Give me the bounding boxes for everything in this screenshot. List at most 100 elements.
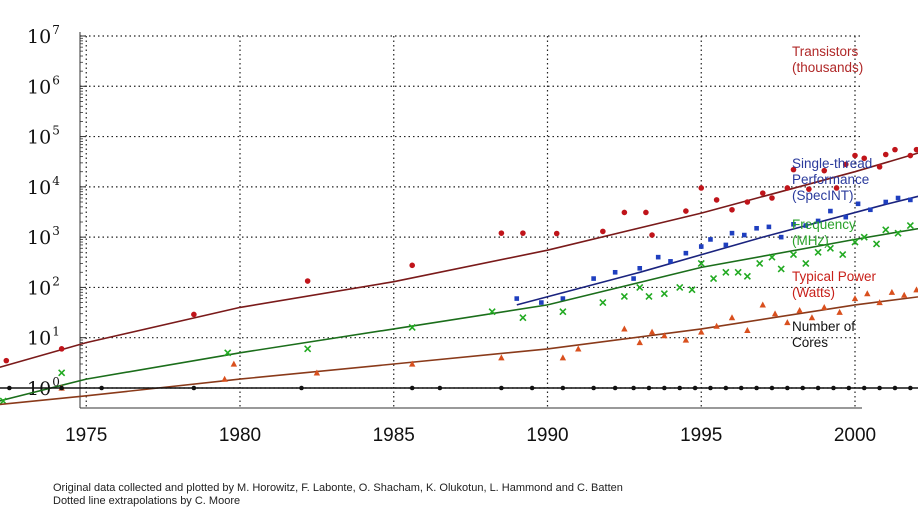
data-point-power xyxy=(230,360,238,367)
plot-area xyxy=(80,36,862,408)
data-point-transistors xyxy=(861,155,868,162)
x-tick-label: 1995 xyxy=(680,425,722,446)
data-point-frequency xyxy=(777,265,785,273)
data-point-power xyxy=(409,360,416,367)
y-tick-base: 10 xyxy=(27,177,51,199)
data-point-single_thread xyxy=(815,218,821,224)
data-point-transistors xyxy=(191,311,197,318)
y-tick-exponent: 1 xyxy=(52,325,60,339)
legend-label-cores: Number of xyxy=(792,319,855,334)
data-point-cores xyxy=(99,385,104,391)
data-point-cores xyxy=(892,385,898,391)
data-point-cores xyxy=(591,385,596,391)
data-point-power xyxy=(913,286,918,293)
data-point-cores xyxy=(831,385,836,391)
y-tick-base: 10 xyxy=(27,26,51,48)
data-point-cores xyxy=(800,385,806,391)
data-point-single_thread xyxy=(539,300,544,305)
data-point-frequency xyxy=(645,292,653,301)
trend-line-single_thread xyxy=(516,195,918,306)
data-point-single_thread xyxy=(883,199,889,205)
data-point-cores xyxy=(677,385,683,391)
legend-label-single_thread: (SpecINT) xyxy=(792,188,854,203)
footer-caption-line-2: Dotted line extrapolations by C. Moore xyxy=(53,495,241,507)
data-point-single_thread xyxy=(754,225,759,231)
data-point-frequency xyxy=(906,221,914,230)
legend-label-frequency: (MHz) xyxy=(792,233,829,248)
trend-line-transistors xyxy=(0,152,918,369)
data-point-cores xyxy=(754,385,759,391)
data-point-frequency xyxy=(660,290,668,298)
data-point-frequency xyxy=(722,268,730,276)
data-point-power xyxy=(888,288,896,295)
data-point-power xyxy=(575,345,582,352)
data-point-single_thread xyxy=(828,208,833,214)
y-tick-label: 100 xyxy=(27,375,60,400)
data-point-power xyxy=(313,369,321,376)
data-point-power xyxy=(901,291,908,298)
data-point-power xyxy=(636,339,643,346)
data-point-cores xyxy=(692,385,698,391)
data-point-power xyxy=(682,336,690,343)
data-point-single_thread xyxy=(560,296,566,301)
data-point-transistors xyxy=(852,152,858,159)
data-point-power xyxy=(796,306,803,313)
x-tick-label: 1985 xyxy=(373,425,415,446)
data-point-single_thread xyxy=(612,269,618,275)
data-point-transistors xyxy=(683,208,689,214)
data-point-transistors xyxy=(58,346,65,352)
data-point-single_thread xyxy=(637,266,643,271)
legend: Transistors(thousands) Single-threadPerfo… xyxy=(792,44,877,350)
series-layer xyxy=(0,146,918,406)
data-point-frequency xyxy=(872,240,881,248)
data-point-single_thread xyxy=(668,259,673,264)
data-point-transistors xyxy=(907,152,914,159)
y-tick-base: 10 xyxy=(27,76,51,98)
data-point-power xyxy=(559,354,567,361)
data-point-frequency xyxy=(743,272,751,280)
data-point-transistors xyxy=(833,185,840,191)
y-tick-exponent: 7 xyxy=(52,23,60,37)
y-tick-exponent: 3 xyxy=(52,224,60,238)
data-point-transistors xyxy=(821,167,828,174)
y-tick-label: 107 xyxy=(27,23,60,48)
y-tick-label: 105 xyxy=(27,124,60,149)
data-point-frequency xyxy=(814,248,822,256)
data-point-frequency xyxy=(0,397,7,405)
data-point-cores xyxy=(7,385,12,391)
y-tick-label: 106 xyxy=(27,73,60,98)
data-point-cores xyxy=(769,385,775,391)
series-cores xyxy=(0,385,918,391)
data-point-single_thread xyxy=(591,276,596,281)
x-tick-label: 1975 xyxy=(65,425,107,446)
data-point-single_thread xyxy=(791,222,796,227)
data-point-transistors xyxy=(913,146,918,153)
data-point-frequency xyxy=(620,292,628,301)
data-point-frequency xyxy=(304,345,312,353)
data-point-cores xyxy=(299,385,304,391)
data-point-single_thread xyxy=(855,201,861,207)
data-point-cores xyxy=(646,385,652,391)
data-point-frequency xyxy=(688,286,696,294)
data-point-cores xyxy=(908,385,913,391)
data-point-power xyxy=(221,375,228,382)
data-point-transistors xyxy=(744,199,751,205)
data-point-frequency xyxy=(697,259,705,267)
data-point-power xyxy=(821,304,828,311)
data-point-single_thread xyxy=(683,250,689,256)
data-point-frequency xyxy=(894,229,902,237)
data-point-transistors xyxy=(713,197,720,203)
series-frequency xyxy=(0,221,918,405)
y-tick-exponent: 5 xyxy=(52,124,60,138)
data-point-power xyxy=(876,299,883,306)
data-point-cores xyxy=(662,385,667,391)
data-point-frequency xyxy=(789,251,798,259)
x-axis-ticks: 197519801985199019952000200520102015 xyxy=(65,425,876,446)
data-point-transistors xyxy=(3,357,10,364)
data-point-power xyxy=(744,326,751,333)
data-point-single_thread xyxy=(708,237,713,242)
data-point-single_thread xyxy=(742,232,747,238)
data-point-single_thread xyxy=(631,276,636,281)
series-transistors xyxy=(0,146,918,369)
legend-label-cores: Cores xyxy=(792,335,828,350)
